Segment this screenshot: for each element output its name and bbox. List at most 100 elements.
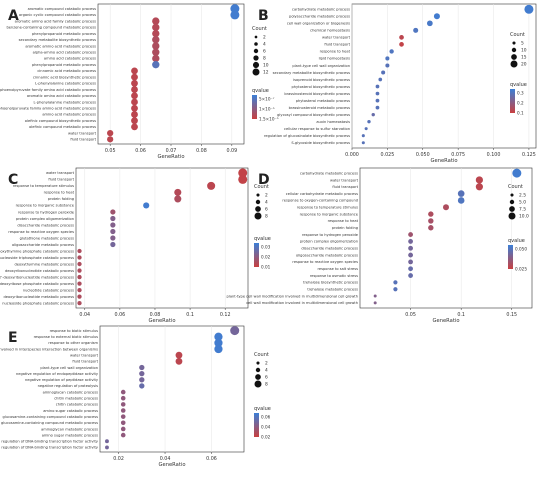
x-tick-label: 0.075	[451, 152, 465, 158]
category-label: amino sugar metabolic process	[42, 433, 98, 437]
data-point	[399, 42, 404, 47]
panel-e: E 0.02 0.04 0.06 GeneRatio response to biotic…	[0, 325, 271, 468]
x-tick-label: 0.08	[196, 148, 207, 154]
category-label: regulation of DNA-binding transcription …	[1, 440, 98, 444]
data-point	[131, 123, 138, 131]
category-label: response to heat	[320, 50, 351, 54]
data-point	[105, 439, 109, 444]
legend-count-label: 7.5	[519, 207, 526, 213]
category-label: protein complex oligomerization	[300, 240, 358, 244]
legend-q-colorbar	[510, 89, 515, 113]
x-axis-label: GeneRatio	[158, 462, 185, 468]
legend-count-label: 2.5	[519, 193, 526, 199]
legend-count-dot	[252, 61, 260, 69]
legend-count-title: Count	[254, 352, 269, 358]
category-label: chitin metabolic process	[54, 397, 98, 401]
category-label: glutathione metabolic process	[20, 236, 75, 240]
legend-q-label: 0.025	[515, 267, 527, 272]
data-point	[77, 294, 82, 299]
legend-q-title: qvalue	[510, 82, 527, 88]
data-point	[393, 287, 398, 292]
data-point	[77, 261, 82, 267]
x-tick-label: 0.09	[226, 148, 237, 154]
category-label: aromatic amino acid metabolic process	[25, 44, 96, 48]
category-label: response to external biotic stimulus	[34, 335, 98, 339]
data-point	[524, 4, 534, 14]
data-point	[110, 215, 116, 222]
plot-frame	[359, 167, 533, 309]
data-point	[152, 29, 160, 38]
panel-a: A 0.05 0.06 0.07 0.08 0.09 GeneRatio aromatic c…	[0, 3, 279, 160]
data-point	[408, 273, 413, 278]
legend-count-dot	[256, 193, 260, 197]
x-axis-label: GeneRatio	[432, 318, 459, 324]
data-point	[139, 377, 145, 383]
category-label: protein complex oligomerization	[16, 217, 74, 221]
category-label: protein folding	[332, 226, 358, 230]
category-label: glucosamine-containing compound metaboli…	[1, 421, 98, 425]
category-label: fluid transport	[324, 43, 350, 47]
data-point	[120, 402, 126, 407]
x-tick-label: 0.125	[522, 152, 536, 158]
data-point	[110, 209, 116, 215]
x-axis-label: GeneRatio	[157, 154, 184, 160]
data-point	[375, 105, 380, 110]
data-point	[131, 92, 138, 100]
panel-label: B	[258, 8, 269, 24]
data-point	[426, 20, 433, 27]
data-point	[131, 73, 138, 81]
x-tick-label: 0.07	[166, 148, 177, 154]
data-point	[207, 181, 216, 190]
category-label: aminoglycan catabolic process	[43, 390, 99, 394]
legend-count-label: 20	[521, 62, 527, 68]
data-point	[152, 54, 160, 63]
legend-count-dot	[512, 41, 516, 45]
legend-count-label: 2	[265, 361, 268, 367]
data-point	[375, 84, 380, 89]
legend-q-label: 0.3	[517, 91, 524, 96]
category-label: L-phenylalanine metabolic process	[34, 100, 97, 104]
category-label: glycosyl compound biosynthetic process	[277, 113, 350, 117]
category-label: polysaccharide metabolic process	[289, 15, 350, 19]
legend-q-colorbar	[254, 413, 259, 437]
x-axis-label: GeneRatio	[148, 318, 175, 324]
x-tick-label: 0.000	[345, 152, 359, 158]
legend-count-label: 10.0	[519, 214, 529, 220]
legend-q-label: 1×10⁻⁶	[259, 107, 275, 112]
category-label: negative regulation of peptidase activit…	[25, 378, 99, 382]
category-label: disaccharide metabolic process	[17, 223, 74, 227]
category-label: fluid transport	[72, 360, 98, 364]
data-point	[152, 36, 160, 44]
legend-count-dot	[510, 193, 514, 197]
data-point	[175, 351, 183, 359]
category-label: cinnamic acid biosynthetic process	[33, 75, 96, 79]
data-point	[152, 60, 160, 69]
legend-count-dot	[252, 68, 260, 76]
legend-count-dot	[509, 206, 515, 212]
data-point	[107, 129, 114, 137]
category-label: response to salt stress	[318, 267, 359, 271]
legend-q-label: 0.04	[261, 425, 271, 430]
data-point	[110, 241, 116, 248]
category-label: deoxyribose phosphate catabolic process	[0, 282, 74, 286]
category-label: response to heat	[328, 219, 359, 223]
data-point	[230, 4, 240, 14]
category-label: response to temperature stimulus	[297, 206, 358, 210]
category-label: olefinic compound biosynthetic process	[25, 119, 96, 123]
category-label: alpha-amino acid catabolic process	[33, 51, 97, 55]
legend-q-label: 0.01	[261, 265, 271, 270]
category-label: cell wall modification involved in multi…	[246, 301, 358, 305]
category-label: aromatic amino acid family catabolic pro…	[15, 19, 97, 23]
data-point	[143, 202, 150, 209]
legend-q-label: 0.06	[261, 415, 271, 420]
category-label: response to oxygen-containing compound	[282, 199, 358, 203]
data-point	[475, 176, 483, 184]
data-point	[131, 86, 138, 93]
legend-q-label: 0.02	[261, 435, 271, 440]
category-label: secondary metabolite biosynthetic proces…	[19, 38, 96, 42]
legend-count-label: 2	[263, 35, 266, 41]
legend-count-title: Count	[510, 32, 525, 38]
legend-q-label: 1.5×10⁻⁶	[259, 117, 279, 122]
category-label: trehalose biosynthetic process	[303, 281, 358, 285]
